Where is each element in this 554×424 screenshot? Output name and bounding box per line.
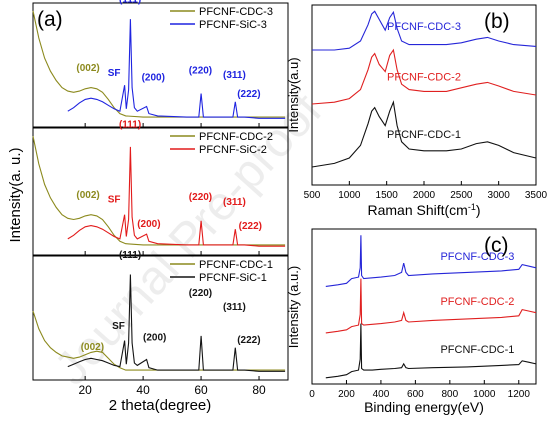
raman-x-tick-label: 500 <box>304 190 321 201</box>
raman-y-axis-label: Intensity(a.u) <box>286 57 301 132</box>
xps-x-tick-label: 0 <box>309 389 315 400</box>
peak-label: (220) <box>189 288 212 299</box>
panel-label-a: (a) <box>37 8 63 31</box>
peak-label: SF <box>112 321 125 332</box>
raman-x-tick-label: 2000 <box>413 190 436 201</box>
xps-series-line-pfcnf-cdc-3 <box>325 235 537 287</box>
legend-entry-pfcnf-sic-2: PFCNF-SiC-2 <box>199 144 267 156</box>
xps-panel: PFCNF-CDC-3 PFCNF-CDC-2 PFCNF-CDC-1 0 200 40… <box>286 228 537 415</box>
peak-label: SF <box>108 195 121 206</box>
xrd-x-tick-label: 80 <box>252 383 266 397</box>
xrd-series-line-pfcnf-sic-3 <box>67 19 286 119</box>
peak-label: (220) <box>189 192 212 203</box>
xrd-x-ticks: 20 40 60 80 <box>78 123 266 397</box>
xps-curves <box>325 235 537 379</box>
raman-series-label: PFCNF-CDC-1 <box>387 129 461 141</box>
raman-x-label-end: ) <box>476 202 481 218</box>
peak-label: (111) <box>119 250 141 261</box>
xrd-series-line-pfcnf-cdc-2 <box>32 135 286 246</box>
raman-curves <box>311 10 537 168</box>
xrd-series-line-pfcnf-cdc-1 <box>32 310 286 371</box>
peak-label: (111) <box>119 120 141 131</box>
xrd-y-axis-label: Intensity(a. u.) <box>7 147 24 242</box>
panel-label-b: (b) <box>484 10 510 33</box>
raman-series-line-pfcnf-cdc-3 <box>312 10 537 51</box>
xps-x-tick-label: 1000 <box>473 389 496 400</box>
peak-label: (002) <box>76 190 99 201</box>
xps-x-tick-label: 1200 <box>508 389 531 400</box>
peak-label: (311) <box>223 302 246 313</box>
raman-x-tick-label: 1500 <box>376 190 399 201</box>
raman-x-axis-label: Raman Shift(cm-1) <box>367 202 480 218</box>
xps-series-label: PFCNF-CDC-3 <box>440 251 514 263</box>
peak-label: (200) <box>137 219 160 230</box>
peak-label: (111) <box>119 0 141 6</box>
peak-label: (220) <box>189 65 212 76</box>
xrd-annotations: (002) SF (111) (200) (220) (311) (222) (002) SF (… <box>76 0 262 353</box>
xrd-legends: PFCNF-CDC-3PFCNF-SiC-3PFCNF-CDC-2PFCNF-S… <box>170 6 273 284</box>
xps-x-tick-label: 200 <box>338 389 355 400</box>
xrd-x-tick-label: 60 <box>194 383 208 397</box>
peak-label: (200) <box>142 73 165 84</box>
peak-label: (311) <box>223 70 246 81</box>
xps-x-tick-label: 800 <box>442 389 459 400</box>
raman-x-label-main: Raman Shift(cm <box>367 202 467 218</box>
legend-entry-pfcnf-cdc-3: PFCNF-CDC-3 <box>199 6 273 18</box>
xps-plot-frame <box>311 228 537 385</box>
panel-label-c: (c) <box>484 234 509 257</box>
xps-x-axis-label: Binding energy(eV) <box>364 399 484 415</box>
legend-entry-pfcnf-sic-3: PFCNF-SiC-3 <box>199 19 267 31</box>
xrd-x-tick-label: 40 <box>136 383 150 397</box>
peak-label: (311) <box>223 197 246 208</box>
xrd-series-line-pfcnf-sic-1 <box>67 274 286 372</box>
xrd-subplot-frame-1 <box>32 255 289 381</box>
peak-label: (222) <box>239 221 262 232</box>
xps-series-label: PFCNF-CDC-2 <box>440 296 514 308</box>
raman-series-label: PFCNF-CDC-2 <box>387 72 461 84</box>
legend-entry-pfcnf-cdc-1: PFCNF-CDC-1 <box>199 259 273 271</box>
xrd-series-line-pfcnf-sic-2 <box>67 146 286 247</box>
xrd-subplot-frame-3 <box>32 2 289 128</box>
xps-x-ticks: 0 200 400 600 800 1000 1200 <box>309 380 530 400</box>
raman-series-label: PFCNF-CDC-3 <box>387 21 461 33</box>
raman-x-ticks: 500 1000 1500 2000 2500 3000 3500 <box>304 181 548 201</box>
raman-x-tick-label: 3000 <box>488 190 511 201</box>
xps-y-axis-label: Intensity (a.u.) <box>286 266 301 348</box>
xps-series-line-pfcnf-cdc-2 <box>325 278 537 334</box>
xps-x-tick-label: 400 <box>373 389 390 400</box>
legend-entry-pfcnf-sic-1: PFCNF-SiC-1 <box>199 272 267 284</box>
xrd-curves <box>32 10 286 372</box>
legend-entry-pfcnf-cdc-2: PFCNF-CDC-2 <box>199 131 273 143</box>
raman-x-tick-label: 1000 <box>338 190 361 201</box>
raman-x-label-sup: -1 <box>468 202 476 212</box>
raman-x-tick-label: 3500 <box>525 190 548 201</box>
xps-series-labels: PFCNF-CDC-3 PFCNF-CDC-2 PFCNF-CDC-1 <box>440 251 514 356</box>
peak-label: (222) <box>237 335 260 346</box>
xps-series-label: PFCNF-CDC-1 <box>440 344 514 356</box>
raman-series-labels: PFCNF-CDC-3 PFCNF-CDC-2 PFCNF-CDC-1 <box>387 21 461 141</box>
xrd-x-axis-label: 2 theta(degree) <box>109 397 212 414</box>
xrd-series-line-pfcnf-cdc-3 <box>32 10 286 118</box>
peak-label: (200) <box>143 333 166 344</box>
peak-label: SF <box>108 68 121 79</box>
peak-label: (002) <box>76 63 99 74</box>
raman-panel: PFCNF-CDC-3 PFCNF-CDC-2 PFCNF-CDC-1 500 100… <box>286 4 548 218</box>
xps-series-line-pfcnf-cdc-1 <box>325 323 537 379</box>
raman-x-tick-label: 2500 <box>450 190 473 201</box>
xps-x-tick-label: 600 <box>407 389 424 400</box>
raman-series-line-pfcnf-cdc-1 <box>311 100 537 168</box>
raman-series-line-pfcnf-cdc-2 <box>311 48 537 105</box>
xrd-subplot-frame-2 <box>32 127 289 256</box>
peak-label: (222) <box>237 89 260 100</box>
peak-label: (002) <box>81 342 104 353</box>
xrd-panel: PFCNF-CDC-3PFCNF-SiC-3PFCNF-CDC-2PFCNF-S… <box>7 0 289 414</box>
xrd-x-tick-label: 20 <box>78 383 92 397</box>
